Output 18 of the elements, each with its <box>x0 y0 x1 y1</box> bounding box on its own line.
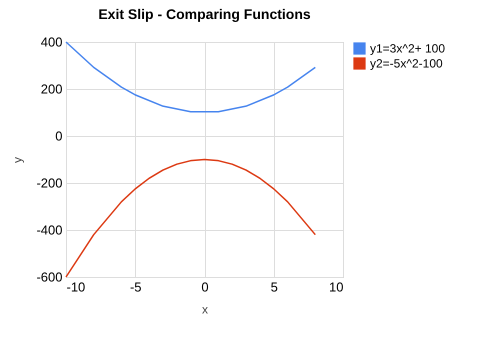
x-tick-label: 10 <box>329 280 344 294</box>
line-series <box>65 41 316 113</box>
x-tick-label: 0 <box>201 280 209 294</box>
x-tick-label: 5 <box>270 280 278 294</box>
chart-title: Exit Slip - Comparing Functions <box>98 6 311 22</box>
x-tick-label: -10 <box>66 280 86 294</box>
y-tick-label: 0 <box>55 128 62 144</box>
y-tick-label: 400 <box>40 34 62 50</box>
y-tick-label: 200 <box>40 82 62 96</box>
line-series <box>65 158 316 278</box>
legend-label: y2=-5x^2-100 <box>370 56 443 70</box>
legend-label: y1=3x^2+ 100 <box>370 42 446 56</box>
y-tick-label: -200 <box>36 176 62 190</box>
y-tick-label: -600 <box>36 270 62 284</box>
y-axis-title: y <box>10 157 24 163</box>
x-axis-title: x <box>202 302 208 316</box>
y-tick-label: -400 <box>36 222 62 238</box>
x-tick-label: -5 <box>130 280 142 294</box>
